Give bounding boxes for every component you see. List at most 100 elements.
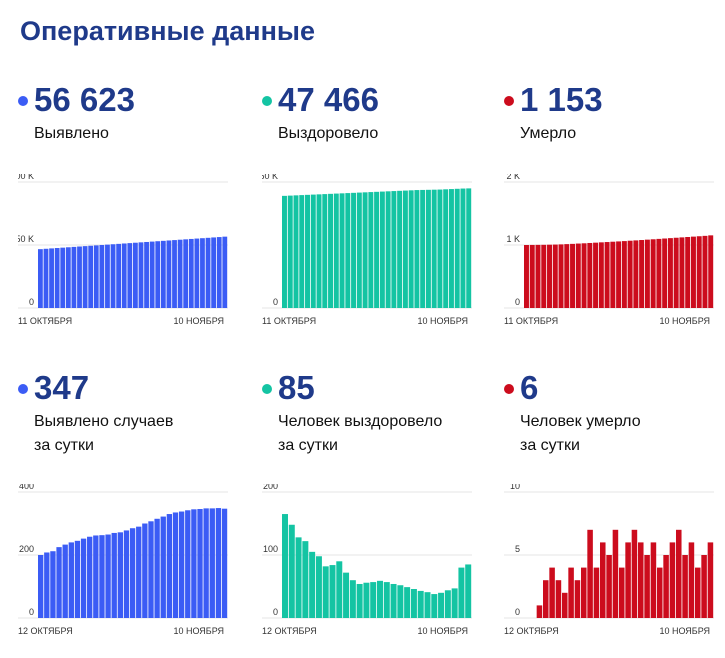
bar xyxy=(205,237,211,308)
bar xyxy=(309,551,316,618)
stat-label-line: Выявлено случаев xyxy=(34,413,174,430)
bar xyxy=(616,241,622,308)
bar xyxy=(604,242,610,308)
bar xyxy=(328,193,334,308)
x-tick-label: 10 НОЯБРЯ xyxy=(417,626,468,636)
y-tick-label: 400 xyxy=(19,484,34,491)
bar xyxy=(543,580,549,618)
bar xyxy=(656,238,662,308)
bar xyxy=(282,195,287,308)
stat-label: Выявлено xyxy=(34,122,254,146)
y-tick-label: 50 K xyxy=(18,234,34,244)
bar xyxy=(315,556,322,618)
bar xyxy=(397,190,403,308)
bar xyxy=(679,237,685,308)
bar xyxy=(105,534,111,618)
y-tick-label: 0 xyxy=(29,607,34,617)
bar xyxy=(117,532,124,618)
bar xyxy=(593,242,599,308)
y-tick-label: 100 K xyxy=(18,174,34,181)
bar xyxy=(379,191,385,308)
bar xyxy=(310,194,316,308)
bar xyxy=(44,552,50,618)
bar xyxy=(458,567,465,618)
x-tick-label: 12 ОКТЯБРЯ xyxy=(262,626,317,636)
stat-value: 347 xyxy=(34,369,90,406)
bar xyxy=(138,242,144,308)
bar xyxy=(93,245,99,308)
bar xyxy=(339,193,345,308)
bar xyxy=(105,244,110,308)
bar xyxy=(402,190,408,308)
stat-label-line: за сутки xyxy=(34,437,94,454)
bar xyxy=(129,528,136,618)
bar xyxy=(460,188,466,308)
bar xyxy=(71,246,77,308)
stat-row: 85 xyxy=(262,368,502,408)
bar xyxy=(215,508,222,618)
bar xyxy=(663,555,669,618)
bar xyxy=(166,514,173,618)
bar xyxy=(625,542,631,618)
bar xyxy=(287,195,293,308)
bar xyxy=(295,537,302,618)
bar xyxy=(702,235,708,308)
stat-label-line: Человек умерло xyxy=(520,413,641,430)
panel-total-cases: 56 623 Выявлено 0 50 K 100 K 11 ОКТЯБРЯ 10 Н… xyxy=(18,80,258,370)
stat-label: Выявлено случаев за сутки xyxy=(34,410,254,458)
bar xyxy=(349,580,356,618)
bar xyxy=(133,242,138,308)
bar xyxy=(136,526,142,618)
bar xyxy=(437,189,443,308)
bar xyxy=(701,555,707,618)
legend-dot-icon xyxy=(262,384,272,394)
bar xyxy=(87,536,93,618)
stat-label-line: за сутки xyxy=(520,437,580,454)
bar xyxy=(673,237,679,308)
bar xyxy=(333,193,339,308)
bar xyxy=(529,244,535,308)
bar xyxy=(397,585,404,618)
bar xyxy=(172,512,179,618)
panel-daily-recovered: 85 Человек выздоровело за сутки 0 100 200 1… xyxy=(262,368,502,658)
bar xyxy=(200,238,205,308)
bar xyxy=(177,239,183,308)
bar xyxy=(49,248,54,308)
bar xyxy=(688,542,695,618)
bar xyxy=(221,508,228,618)
x-tick-label: 10 НОЯБРЯ xyxy=(659,626,710,636)
bar xyxy=(77,246,82,308)
bar xyxy=(581,567,587,618)
chart-daily-recovered: 0 100 200 12 ОКТЯБРЯ 10 НОЯБРЯ xyxy=(262,484,472,636)
bar xyxy=(564,244,570,308)
bar xyxy=(593,567,600,618)
y-tick-label: 10 xyxy=(510,484,520,491)
bar xyxy=(329,565,336,618)
bar xyxy=(345,193,351,308)
bar xyxy=(121,243,127,308)
bar xyxy=(587,242,593,308)
bar xyxy=(581,243,587,308)
panel-total-deaths: 1 153 Умерло 0 1 K 2 K 11 ОКТЯБРЯ 10 НОЯБРЯ xyxy=(504,80,725,370)
bar xyxy=(99,535,105,618)
y-tick-label: 200 xyxy=(263,484,278,491)
stat-label-line: Умерло xyxy=(520,125,577,142)
bar xyxy=(524,245,529,308)
bar xyxy=(574,580,581,618)
stat-label: Человек выздоровело за сутки xyxy=(278,410,498,458)
bar xyxy=(448,189,454,308)
bar xyxy=(383,582,390,618)
x-tick-label: 10 НОЯБРЯ xyxy=(173,316,224,326)
bar xyxy=(627,240,633,308)
bar xyxy=(54,248,60,308)
bar xyxy=(606,555,612,618)
legend-dot-icon xyxy=(262,96,272,106)
bar xyxy=(424,592,431,618)
bar xyxy=(316,194,322,308)
bar xyxy=(216,237,222,308)
bar xyxy=(343,572,350,618)
legend-dot-icon xyxy=(18,96,28,106)
bar xyxy=(451,588,458,618)
bar xyxy=(362,192,368,308)
bar xyxy=(188,238,194,308)
